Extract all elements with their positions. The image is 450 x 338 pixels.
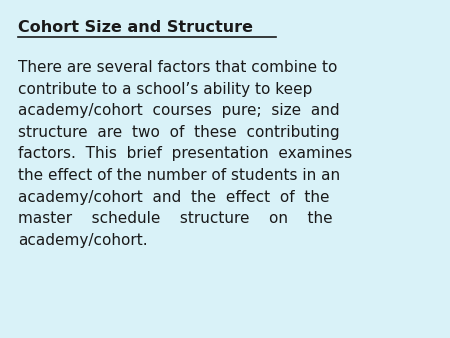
Text: Cohort Size and Structure: Cohort Size and Structure <box>18 20 253 35</box>
Text: There are several factors that combine to
contribute to a school’s ability to ke: There are several factors that combine t… <box>18 60 352 248</box>
